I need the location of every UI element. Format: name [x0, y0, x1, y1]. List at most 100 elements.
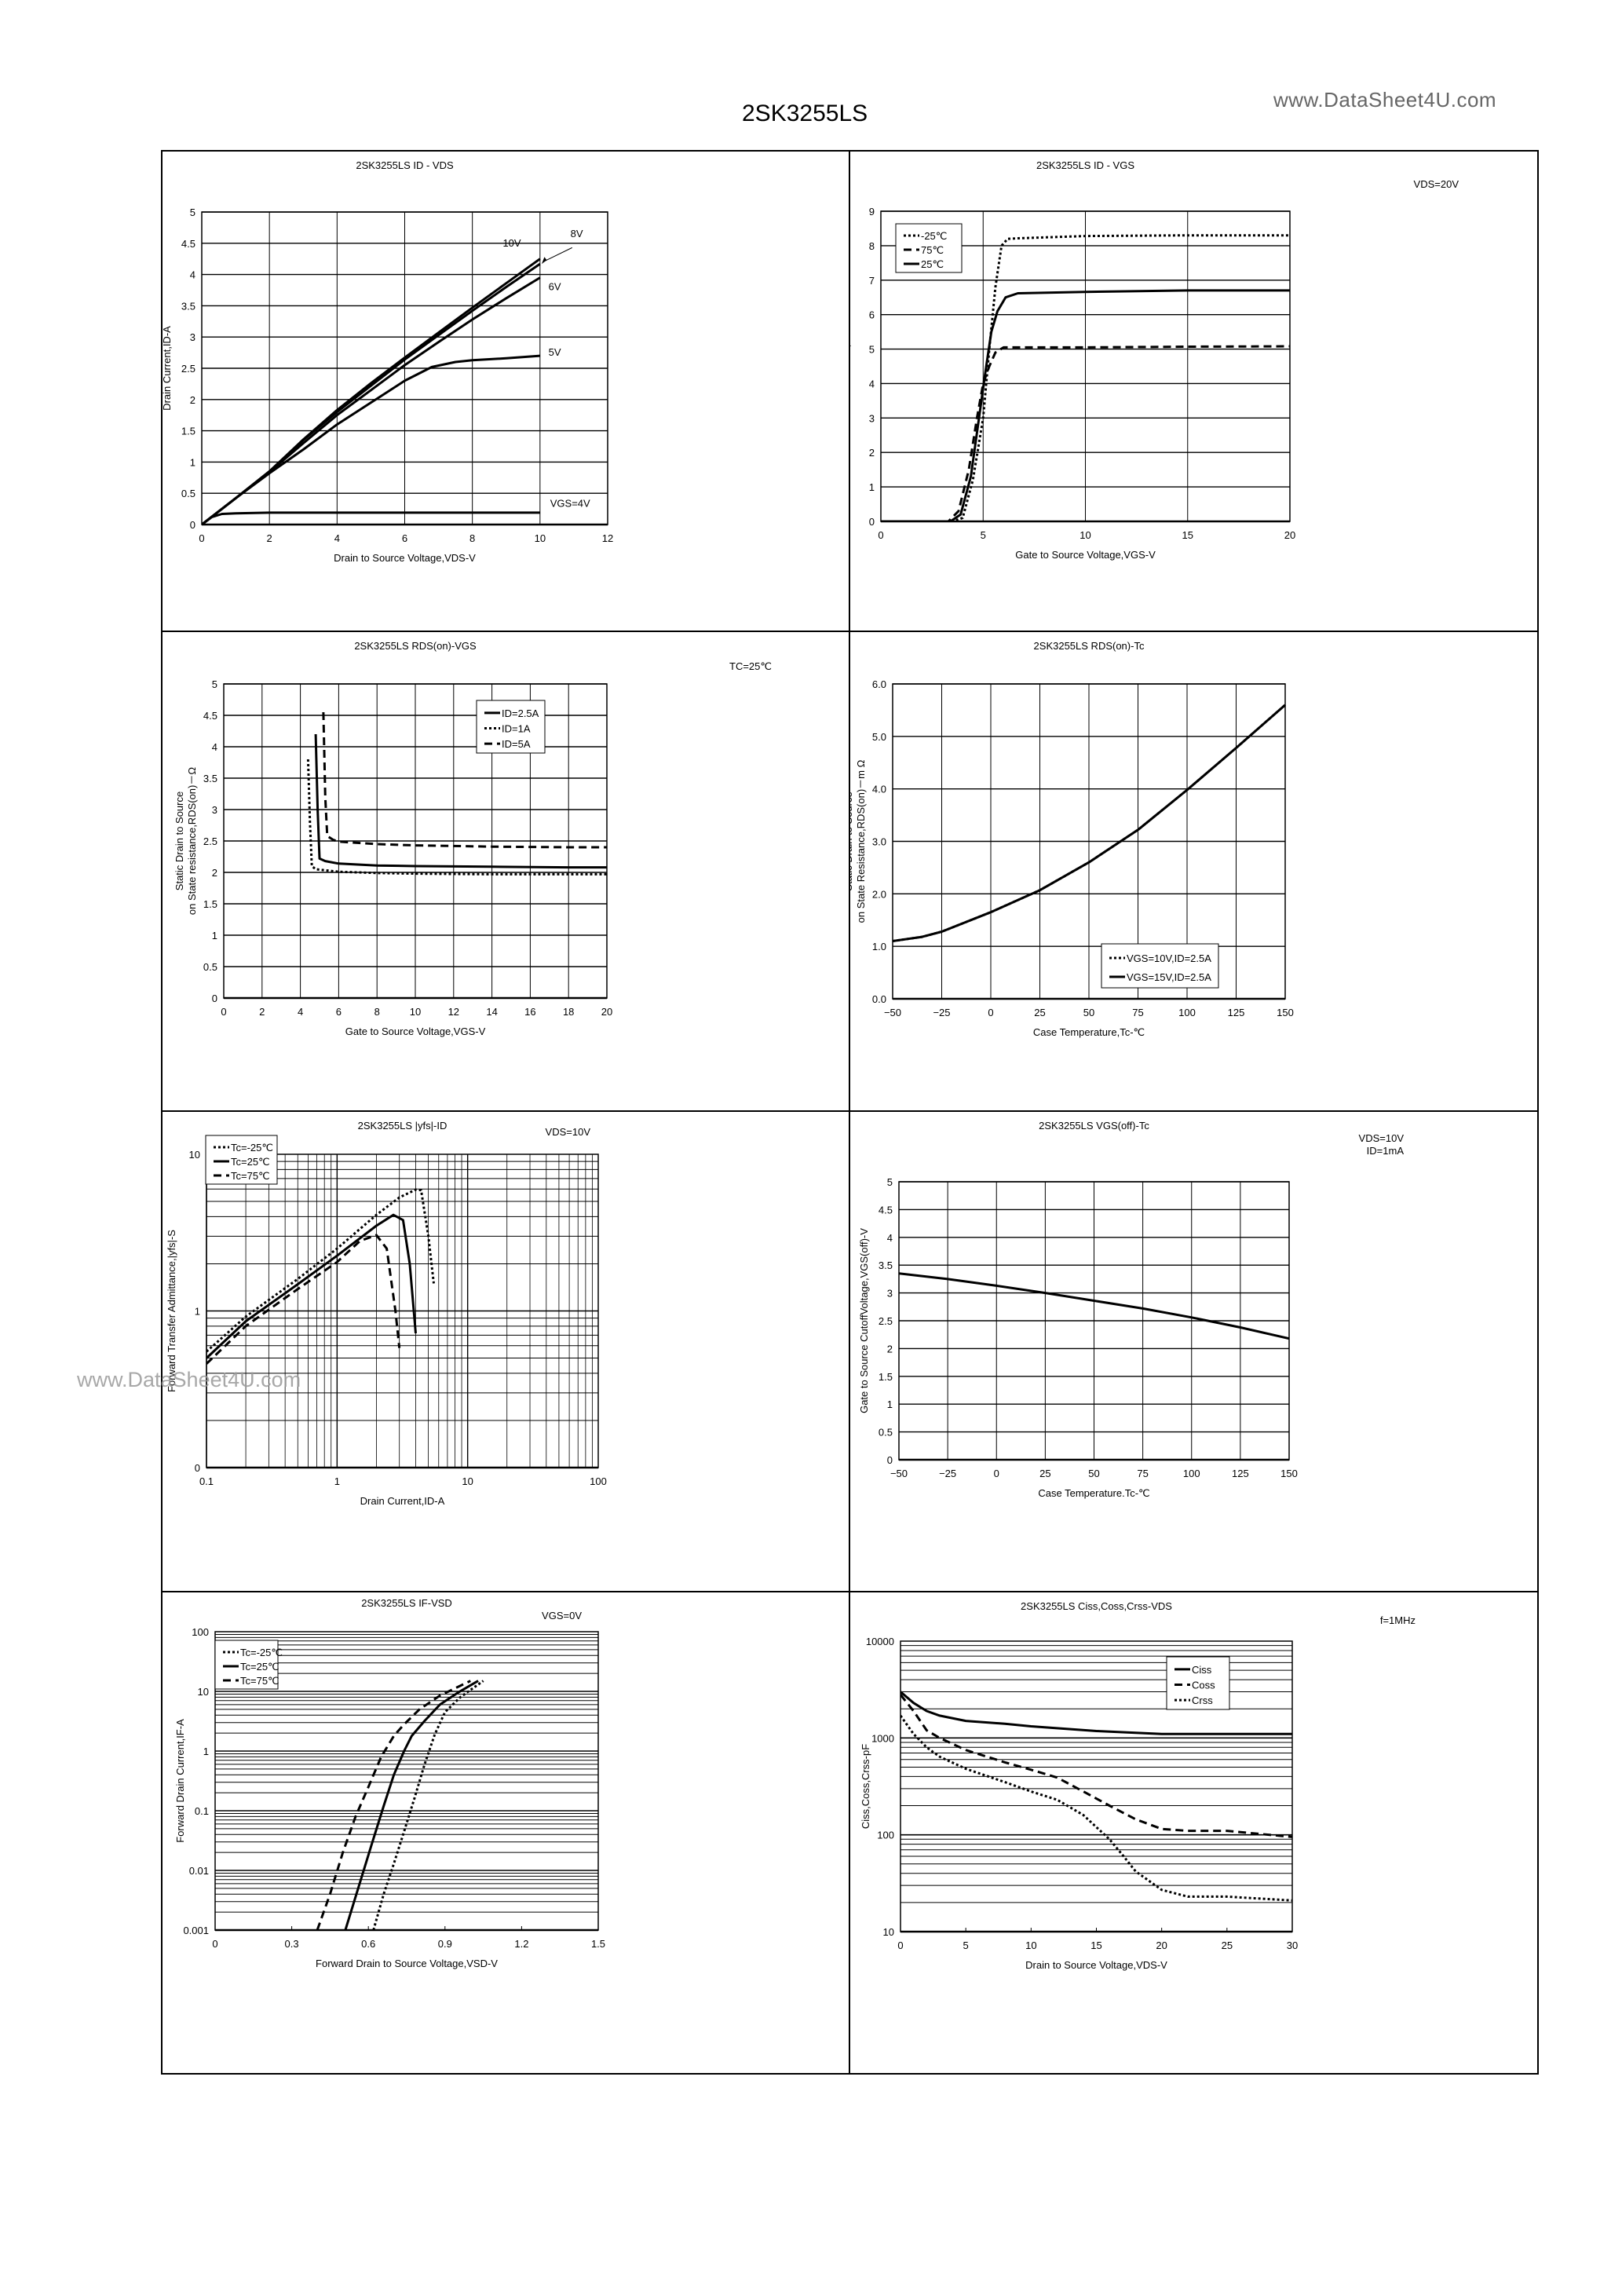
y-tick-label: 2: [887, 1343, 893, 1355]
row-divider: [161, 1591, 1539, 1592]
x-tick-label: 1.5: [591, 1938, 605, 1950]
test-condition: VDS=10V: [1359, 1132, 1405, 1144]
x-tick-label: 4: [334, 532, 340, 544]
y-tick-label: 5.0: [872, 731, 886, 743]
curve-label: VGS=4V: [550, 498, 590, 510]
y-tick-label: 100: [877, 1830, 894, 1841]
y-tick-label: 10: [198, 1686, 209, 1698]
y-tick-label: 0: [190, 519, 195, 531]
x-tick-label: 30: [1287, 1940, 1298, 1951]
y-tick-label: 0.0: [872, 993, 886, 1005]
y-tick-label: 3: [869, 412, 875, 424]
chart-legend: Ciss Coss Crss: [1166, 1656, 1230, 1710]
chart-legend: VGS=10V,ID=2.5A VGS=15V,ID=2.5A: [1101, 943, 1219, 989]
y-tick-label: 2: [212, 867, 217, 879]
series-line: [344, 1680, 479, 1930]
y-tick-label: 1.5: [181, 426, 195, 437]
grid-lines: [898, 1181, 1290, 1461]
yfs-id-plot: 2SK3255LS |yfs|-ID 0 1 10 0.1 1 10 100 Drain Cur…: [166, 1120, 607, 1507]
x-tick-label: 0: [897, 1940, 903, 1951]
x-tick-label: 100: [1178, 1007, 1196, 1018]
y-axis-label: Static Drain to Source: [850, 792, 854, 890]
y-tick-label: 1: [190, 456, 195, 468]
x-tick-label: 25: [1034, 1007, 1045, 1018]
if-vsd-plot: 2SK3255LS IF-VSD 0.001 0.01 0.1 1 10 100 0 0.3 0.…: [174, 1597, 605, 1969]
x-tick-label: 125: [1232, 1468, 1249, 1479]
y-axis-label: Static Drain to Source: [174, 792, 185, 890]
series-line: [881, 345, 1291, 521]
y-tick-label: 2.0: [872, 888, 886, 900]
chart-title: 2SK3255LS ID - VGS: [1036, 159, 1134, 171]
cap-vds-plot: 2SK3255LS Ciss,Coss,Crss-VDS101001000100…: [860, 1600, 1416, 1971]
y-tick-label: 0.5: [181, 488, 195, 499]
chart-title: 2SK3255LS IF-VSD: [361, 1597, 452, 1609]
grid-lines: [892, 683, 1286, 1000]
x-tick-label: 15: [1090, 1940, 1101, 1951]
series-line: [372, 1680, 484, 1930]
y-tick-label: 2.5: [203, 835, 217, 847]
page-title: 2SK3255LS: [742, 101, 868, 126]
test-condition: f=1MHz: [1380, 1614, 1416, 1626]
x-tick-label: 0.1: [199, 1475, 214, 1487]
chart-title: 2SK3255LS |yfs|-ID: [358, 1120, 448, 1132]
x-tick-label: 0.3: [285, 1938, 299, 1950]
x-tick-label: 5: [963, 1940, 969, 1951]
x-tick-label: 150: [1277, 1007, 1294, 1018]
x-axis-label: Drain Current,ID-A: [360, 1495, 445, 1507]
rds-vgs-plot: 2SK3255LS RDS(on)-VGS 0 0.5 1 1.5 2 2.5 3 3.5 4 4.…: [174, 640, 772, 1037]
x-axis-label: Drain to Source Voltage,VDS-V: [1025, 1959, 1167, 1971]
chart-legend: -25℃ 75℃ 25℃: [895, 223, 963, 273]
x-tick-label: −25: [933, 1007, 950, 1018]
y-tick-label: 9: [869, 206, 875, 218]
test-condition: VGS=0V: [542, 1610, 582, 1621]
x-tick-label: 8: [469, 532, 475, 544]
y-axis-label: Ciss,Coss,Crss-pF: [860, 1744, 871, 1829]
id-vgs-plot: 2SK3255LS ID - VGS 0 1 2 3 4 5 6 7 8 9 0 5 10 15 20 Gate…: [840, 159, 1459, 561]
chart-title: 2SK3255LS RDS(on)-VGS: [354, 640, 477, 652]
y-tick-label: 0.01: [189, 1865, 209, 1877]
x-tick-label: −25: [939, 1468, 956, 1479]
series-line: [206, 1188, 435, 1353]
curve-label: 6V: [549, 281, 561, 293]
series-line: [202, 354, 540, 525]
x-tick-label: 2: [259, 1006, 265, 1018]
x-tick-label: 0: [199, 532, 204, 544]
chart-title: 2SK3255LS ID - VDS: [356, 159, 454, 171]
x-tick-label: −50: [884, 1007, 901, 1018]
x-axis-label: Drain to Source Voltage,VDS-V: [334, 552, 476, 564]
x-axis-label: Case Temperature,Tc-℃: [1033, 1026, 1145, 1038]
y-tick-label: 100: [192, 1626, 209, 1638]
x-tick-label: −50: [890, 1468, 908, 1479]
legend-entry: 75℃: [921, 244, 944, 256]
series-line: [901, 1694, 1293, 1838]
y-tick-label: 4.5: [203, 710, 217, 722]
y-tick-label: 4: [887, 1232, 893, 1244]
series-line: [316, 1680, 471, 1930]
legend-entry: Ciss: [1192, 1664, 1212, 1676]
legend-entry: Crss: [1192, 1695, 1213, 1706]
legend-entry: 25℃: [921, 258, 944, 270]
site-watermark-link: www.DataSheet4U.com: [1273, 88, 1497, 112]
y-tick-label: 3.5: [879, 1260, 893, 1271]
x-tick-label: 0: [988, 1007, 993, 1018]
x-tick-label: 10: [410, 1006, 421, 1018]
y-tick-label: 1.5: [879, 1371, 893, 1383]
x-tick-label: 2: [267, 532, 272, 544]
chart-id-vds: 2SK3255LS ID - VDS 0 0.5 1 1.5 2 2.5 3 3.5 4 4.5 5 0…: [161, 152, 849, 631]
legend-entry: Tc=25℃: [231, 1156, 270, 1168]
legend-entry: VGS=15V,ID=2.5A: [1127, 971, 1211, 983]
legend-entry: Tc=-25℃: [231, 1142, 273, 1153]
x-tick-label: 0: [878, 529, 883, 541]
x-tick-label: 0: [221, 1006, 226, 1018]
x-tick-label: 125: [1228, 1007, 1245, 1018]
x-tick-label: 25: [1039, 1468, 1050, 1479]
rds-tc-plot: 2SK3255LS RDS(on)-Tc 0.0 1.0 2.0 3.0 4.0 5.0 6.…: [842, 640, 1294, 1038]
test-condition: TC=25℃: [729, 660, 772, 672]
y-tick-label: 1: [869, 481, 875, 493]
chart-rds-tc: 2SK3255LS RDS(on)-Tc 0.0 1.0 2.0 3.0 4.0 5.0 6.…: [842, 632, 1537, 1110]
x-tick-label: 1.2: [514, 1938, 528, 1950]
y-axis-label: on State resistance,RDS(on)－Ω: [186, 767, 198, 915]
vgsoff-tc-plot: 2SK3255LS VGS(off)-Tc 0 0.5 1 1.5 2 2.5 3 3.5 4 4.…: [858, 1120, 1405, 1499]
y-tick-label: 6.0: [872, 678, 886, 690]
chart-legend: Tc=-25℃ Tc=25℃ Tc=75℃: [205, 1135, 278, 1185]
